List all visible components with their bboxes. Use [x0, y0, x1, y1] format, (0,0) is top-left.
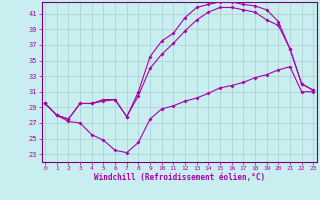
X-axis label: Windchill (Refroidissement éolien,°C): Windchill (Refroidissement éolien,°C)	[94, 173, 265, 182]
